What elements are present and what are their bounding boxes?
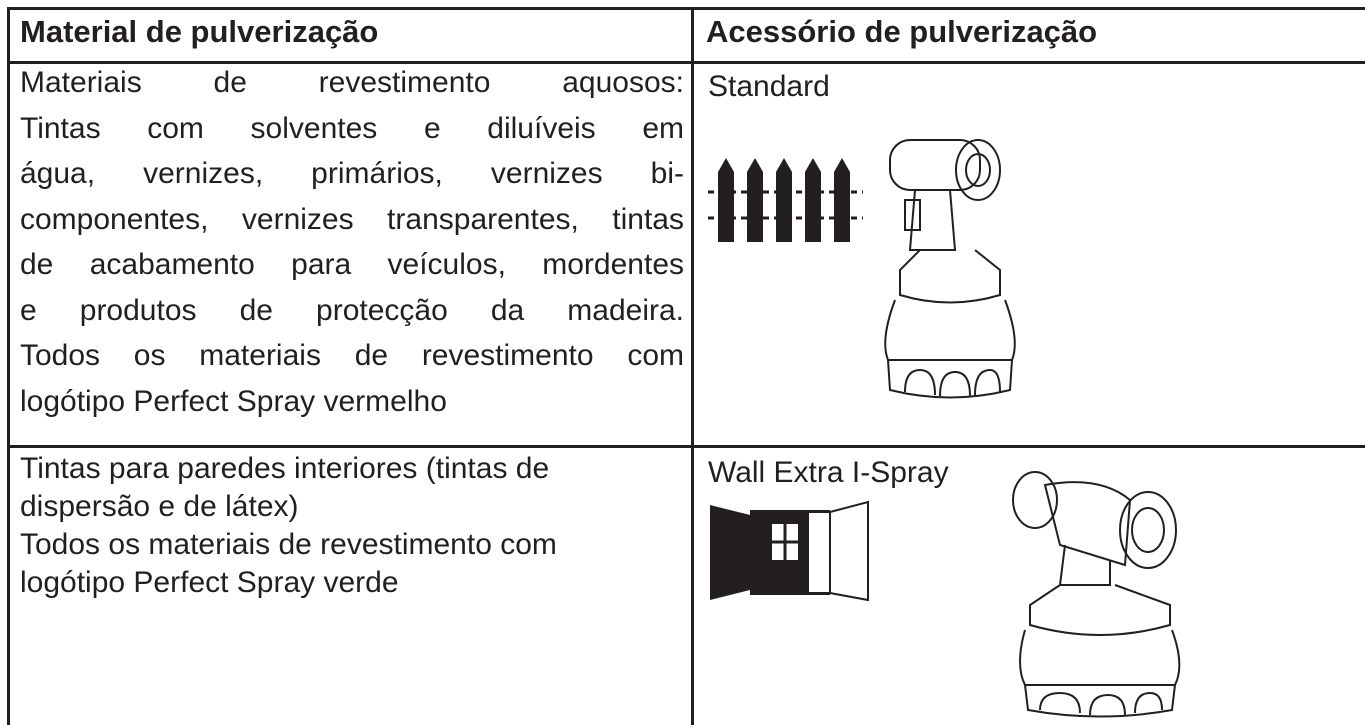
text-line: dispersão e de látex) [20,490,299,523]
text-line: logótipo Perfect Spray verde [20,566,399,599]
border [7,7,1365,10]
text-line: de acabamento para veículos, mordentes [20,248,684,281]
text-line: Todos os materiais de revestimento com [20,528,557,561]
header-cell: Acessório de pulverização [706,14,1098,49]
spray-gun-standard [884,139,1016,399]
text-line: e produtos de protecção da madeira. [20,293,684,327]
spray-gun-wall [1012,471,1181,718]
fence-icon [708,158,863,242]
header-cell: Material de pulverização [20,14,379,49]
text-line: componentes, vernizes transparentes, tin… [20,202,684,236]
text-line: Materiais de revestimento aquosos: [20,66,684,99]
accessory-name: Wall Extra I-Spray [708,456,949,489]
border [7,61,1365,64]
accessory-name: Standard [708,70,830,103]
text-line: logótipo Perfect Spray vermelho [20,384,447,418]
text-line: água, vernizes, primários, vernizes bi- [20,157,684,190]
window-icon [710,500,869,602]
text-line: Tintas para paredes interiores (tintas d… [20,452,550,485]
text-line: Tintas com solventes e diluíveis em [20,111,684,145]
border [7,445,1365,448]
text-line: Todos os materiais de revestimento com [20,339,684,372]
border [691,7,694,725]
border [7,7,10,725]
